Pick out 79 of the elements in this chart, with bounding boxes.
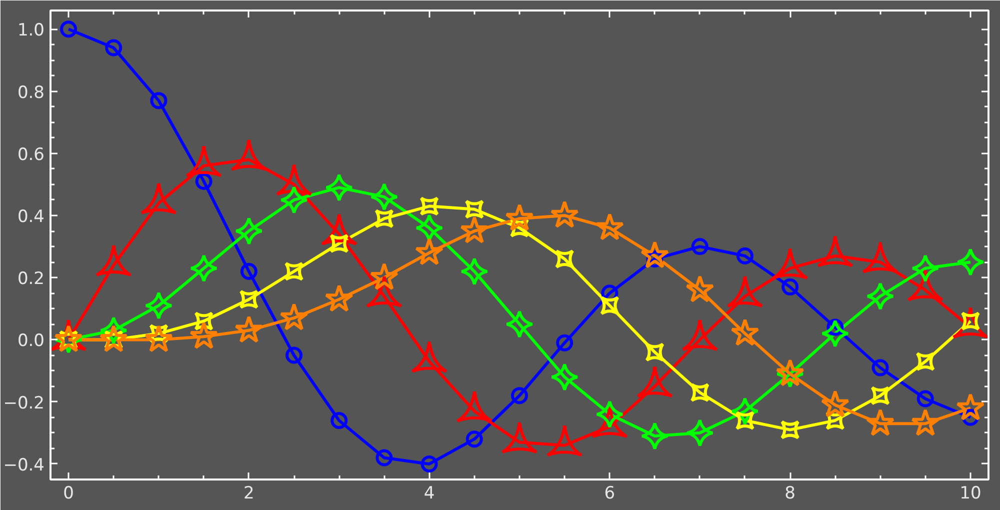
point [872, 359, 889, 376]
y-tick-label: −0.2 [3, 393, 44, 414]
point [780, 420, 800, 440]
point [511, 387, 528, 404]
x-tick-label: 2 [244, 484, 254, 504]
y-tick-label: 0.6 [17, 144, 45, 165]
point [240, 262, 258, 280]
point [730, 318, 760, 346]
point [420, 196, 439, 216]
point [280, 186, 308, 214]
point [460, 257, 489, 286]
point [691, 238, 708, 256]
y-tick-label: 0.2 [17, 269, 45, 290]
point [460, 216, 489, 244]
point [195, 172, 212, 190]
point [686, 275, 714, 302]
point [234, 315, 264, 343]
y-tick-label: −0.4 [3, 455, 44, 476]
x-tick-label: 10 [960, 484, 982, 504]
point [60, 20, 78, 38]
x-tick-label: 8 [784, 484, 796, 504]
point [866, 282, 894, 310]
point [550, 200, 579, 228]
point [866, 408, 895, 436]
point [782, 278, 799, 296]
point [595, 212, 624, 240]
point [911, 408, 940, 436]
point [736, 247, 754, 264]
point [464, 200, 484, 219]
point [420, 455, 438, 472]
point [324, 173, 354, 202]
point [600, 296, 620, 316]
point [370, 182, 398, 212]
point [374, 209, 394, 228]
point [466, 430, 483, 448]
point [690, 383, 710, 402]
x-tick-label: 0 [63, 484, 74, 504]
point [189, 322, 218, 350]
point [286, 346, 303, 364]
point [556, 334, 574, 352]
point [144, 291, 173, 320]
x-tick-label: 4 [424, 484, 435, 504]
point [194, 312, 214, 331]
y-tick-label: 0.8 [17, 82, 45, 103]
point [870, 386, 890, 406]
point [640, 240, 670, 268]
point [234, 216, 264, 246]
point [324, 284, 354, 312]
point [555, 249, 574, 268]
point [105, 39, 122, 56]
point [911, 254, 940, 283]
point [820, 390, 850, 418]
point [144, 324, 174, 352]
point [239, 290, 258, 309]
point [280, 302, 308, 330]
point [645, 342, 664, 362]
point [330, 412, 348, 429]
point [820, 319, 850, 348]
point [550, 362, 579, 392]
point [190, 254, 218, 283]
point [956, 248, 985, 276]
point [99, 324, 128, 352]
point [414, 238, 444, 266]
y-tick-label: 0.0 [17, 331, 45, 352]
point [640, 422, 670, 450]
point [505, 310, 534, 338]
point [284, 262, 304, 281]
y-tick-label: 0.4 [17, 206, 45, 227]
point [376, 449, 393, 466]
point [150, 92, 168, 110]
y-tick-label: 1.0 [17, 20, 45, 41]
point [505, 204, 534, 232]
point [370, 262, 399, 290]
point [956, 393, 985, 420]
point [330, 234, 349, 253]
point [686, 418, 714, 448]
x-tick-label: 6 [604, 484, 616, 504]
point [916, 390, 934, 408]
point [916, 352, 935, 371]
